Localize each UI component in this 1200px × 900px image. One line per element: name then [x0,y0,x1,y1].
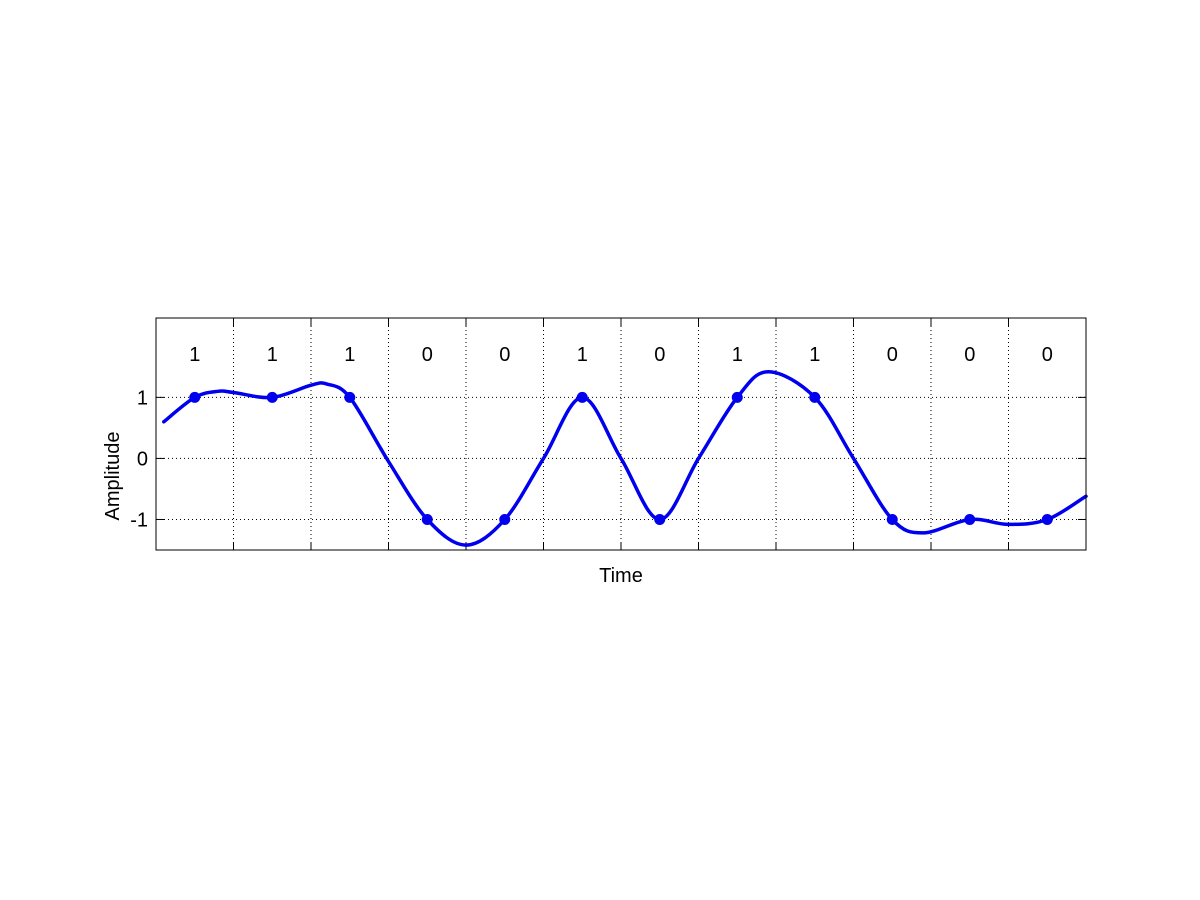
grid [156,318,1086,550]
sample-marker [422,514,433,525]
bit-label: 0 [964,344,975,366]
sample-marker [577,392,588,403]
bit-label: 0 [1042,344,1053,366]
sample-marker [267,392,278,403]
y-axis-label: Amplitude [102,432,124,521]
bit-label: 1 [577,344,588,366]
bit-label: 0 [654,344,665,366]
bit-label: 1 [732,344,743,366]
y-tick-label: 0 [137,448,148,470]
sample-marker [499,514,510,525]
bit-label: 0 [887,344,898,366]
bit-label: 0 [499,344,510,366]
sample-marker [189,392,200,403]
bit-label: 1 [267,344,278,366]
sample-marker [964,514,975,525]
sample-marker [1042,514,1053,525]
sample-marker [732,392,743,403]
x-axis-label: Time [599,565,643,587]
y-tick-label: 1 [137,387,148,409]
bit-label: 1 [344,344,355,366]
bit-label: 1 [189,344,200,366]
y-tick-label: -1 [130,509,148,531]
sample-marker [654,514,665,525]
bit-label: 0 [422,344,433,366]
y-tick-labels: 1 0 -1 [130,387,148,531]
sample-marker [887,514,898,525]
sample-marker [344,392,355,403]
bit-label: 1 [809,344,820,366]
sample-marker [809,392,820,403]
